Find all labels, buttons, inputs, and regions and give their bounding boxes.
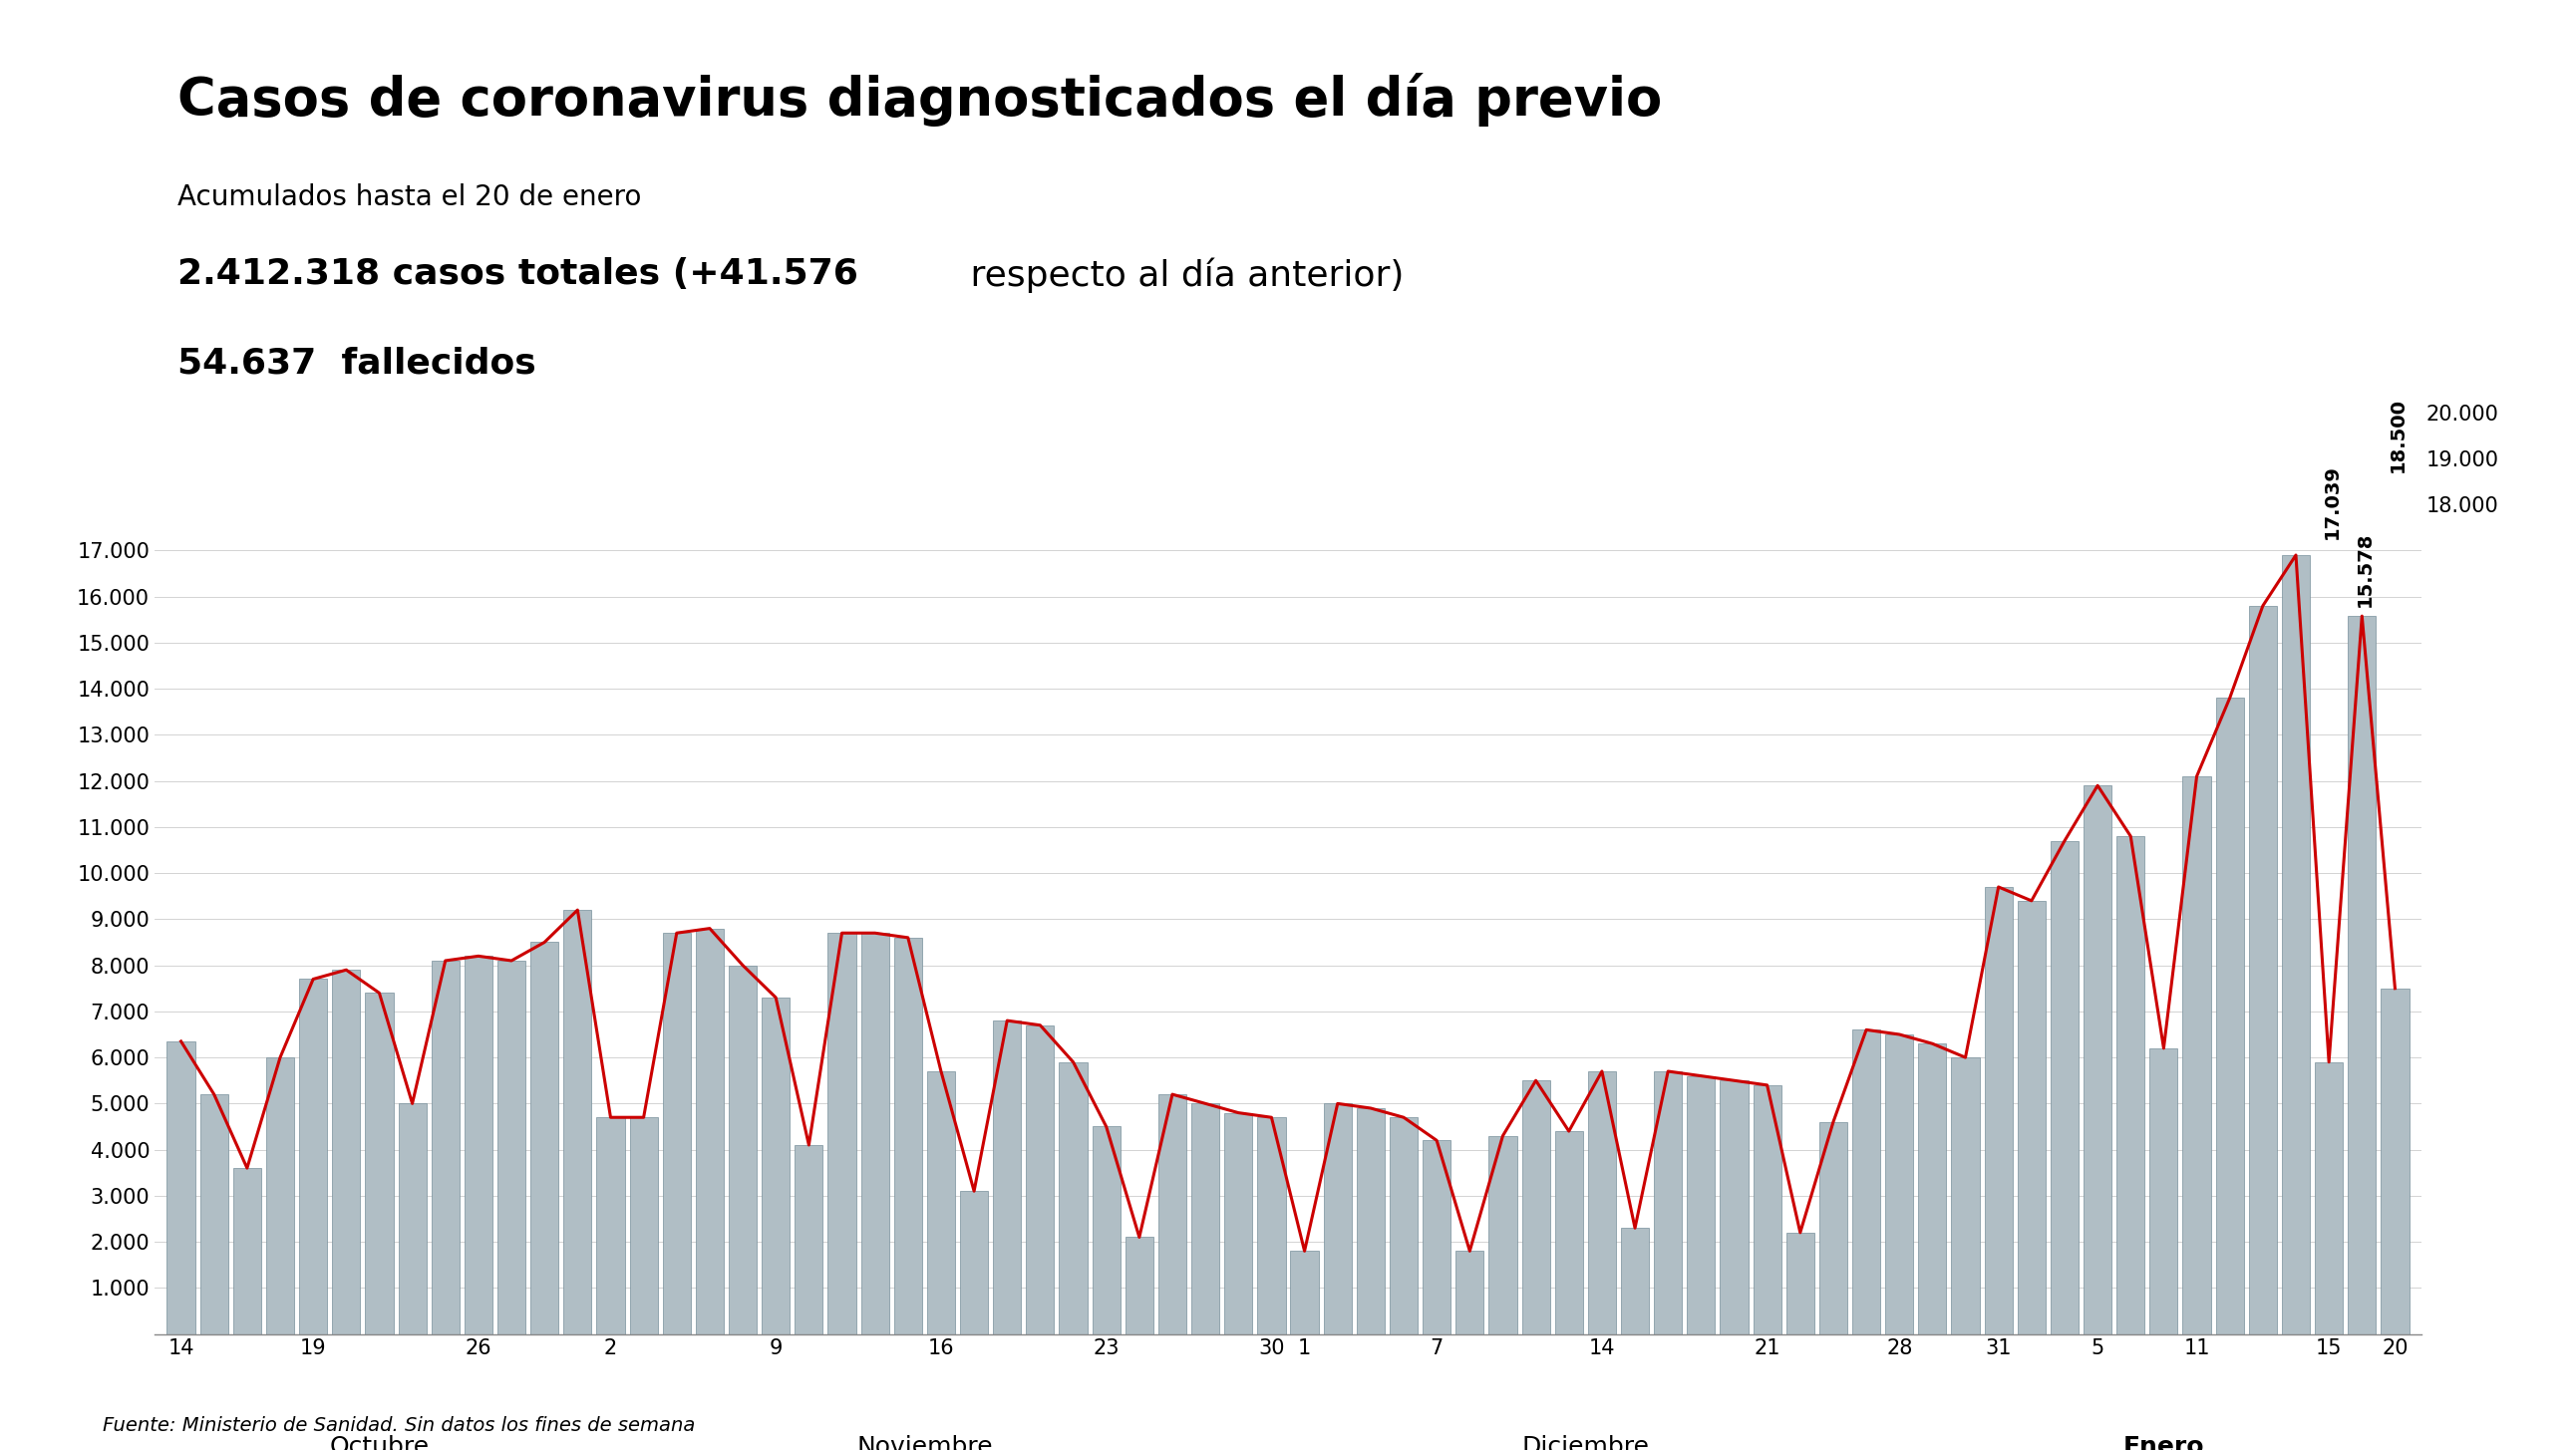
Bar xyxy=(1190,1103,1218,1334)
Bar xyxy=(762,998,791,1334)
Bar xyxy=(2182,776,2210,1334)
Bar xyxy=(662,932,690,1334)
Bar xyxy=(1556,1131,1582,1334)
Bar xyxy=(1455,1251,1484,1334)
Text: 17.039: 17.039 xyxy=(2324,465,2342,539)
Bar xyxy=(696,928,724,1334)
Bar xyxy=(1721,1080,1749,1334)
Bar xyxy=(2215,697,2244,1334)
Bar xyxy=(2249,606,2277,1334)
Text: 54.637  fallecidos: 54.637 fallecidos xyxy=(178,347,536,380)
Bar xyxy=(1257,1118,1285,1334)
Bar xyxy=(729,966,757,1334)
Bar xyxy=(1291,1251,1319,1334)
Bar xyxy=(1620,1228,1649,1334)
Bar xyxy=(1224,1112,1252,1334)
Bar xyxy=(1126,1237,1154,1334)
Bar xyxy=(1358,1108,1386,1334)
Text: 18.500: 18.500 xyxy=(2388,397,2409,473)
Bar xyxy=(167,1041,196,1334)
Bar xyxy=(299,979,327,1334)
Text: 2.412.318 casos totales (+41.576: 2.412.318 casos totales (+41.576 xyxy=(178,257,858,291)
Bar xyxy=(265,1057,294,1334)
Bar xyxy=(2347,616,2375,1334)
Bar xyxy=(2316,1061,2344,1334)
Bar xyxy=(1025,1025,1054,1334)
Bar xyxy=(464,956,492,1334)
Bar xyxy=(1159,1095,1188,1334)
Bar xyxy=(1819,1122,1847,1334)
Bar xyxy=(1886,1034,1914,1334)
Text: Noviembre: Noviembre xyxy=(855,1436,992,1450)
Bar xyxy=(2050,841,2079,1334)
Bar xyxy=(1587,1072,1615,1334)
Bar xyxy=(796,1146,822,1334)
Text: Acumulados hasta el 20 de enero: Acumulados hasta el 20 de enero xyxy=(178,184,641,212)
Bar xyxy=(927,1072,956,1334)
Bar xyxy=(2380,989,2409,1334)
Bar xyxy=(994,1021,1020,1334)
Bar xyxy=(2084,786,2112,1334)
Bar xyxy=(1785,1232,1814,1334)
Bar xyxy=(1919,1044,1947,1334)
Bar xyxy=(366,993,394,1334)
Bar xyxy=(1984,887,2012,1334)
Bar xyxy=(1422,1140,1450,1334)
Bar xyxy=(860,932,889,1334)
Bar xyxy=(1687,1076,1716,1334)
Bar xyxy=(430,961,459,1334)
Bar xyxy=(2117,837,2146,1334)
Bar xyxy=(497,961,526,1334)
Bar xyxy=(1654,1072,1682,1334)
Bar xyxy=(1092,1127,1121,1334)
Bar xyxy=(894,938,922,1334)
Bar xyxy=(827,932,855,1334)
Bar xyxy=(2148,1048,2177,1334)
Bar xyxy=(1324,1103,1352,1334)
Bar xyxy=(2017,900,2045,1334)
Text: Enero: Enero xyxy=(2123,1436,2205,1450)
Bar xyxy=(1059,1061,1087,1334)
Bar xyxy=(201,1095,229,1334)
Text: Diciembre: Diciembre xyxy=(1522,1436,1649,1450)
Text: Casos de coronavirus diagnosticados el día previo: Casos de coronavirus diagnosticados el d… xyxy=(178,72,1662,126)
Bar xyxy=(1388,1118,1417,1334)
Text: respecto al día anterior): respecto al día anterior) xyxy=(958,257,1404,293)
Bar xyxy=(332,970,361,1334)
Text: Octubre: Octubre xyxy=(330,1436,430,1450)
Bar xyxy=(629,1118,657,1334)
Bar xyxy=(1852,1030,1880,1334)
Bar xyxy=(1953,1057,1978,1334)
Bar xyxy=(961,1190,989,1334)
Bar xyxy=(1522,1080,1551,1334)
Text: 15.578: 15.578 xyxy=(2357,532,2375,606)
Bar xyxy=(232,1169,260,1334)
Bar xyxy=(1754,1085,1780,1334)
Text: Fuente: Ministerio de Sanidad. Sin datos los fines de semana: Fuente: Ministerio de Sanidad. Sin datos… xyxy=(103,1417,696,1436)
Bar xyxy=(2282,555,2311,1334)
Bar xyxy=(598,1118,623,1334)
Bar xyxy=(399,1103,428,1334)
Bar xyxy=(564,911,592,1334)
Bar xyxy=(531,942,559,1334)
Bar xyxy=(1489,1135,1517,1334)
